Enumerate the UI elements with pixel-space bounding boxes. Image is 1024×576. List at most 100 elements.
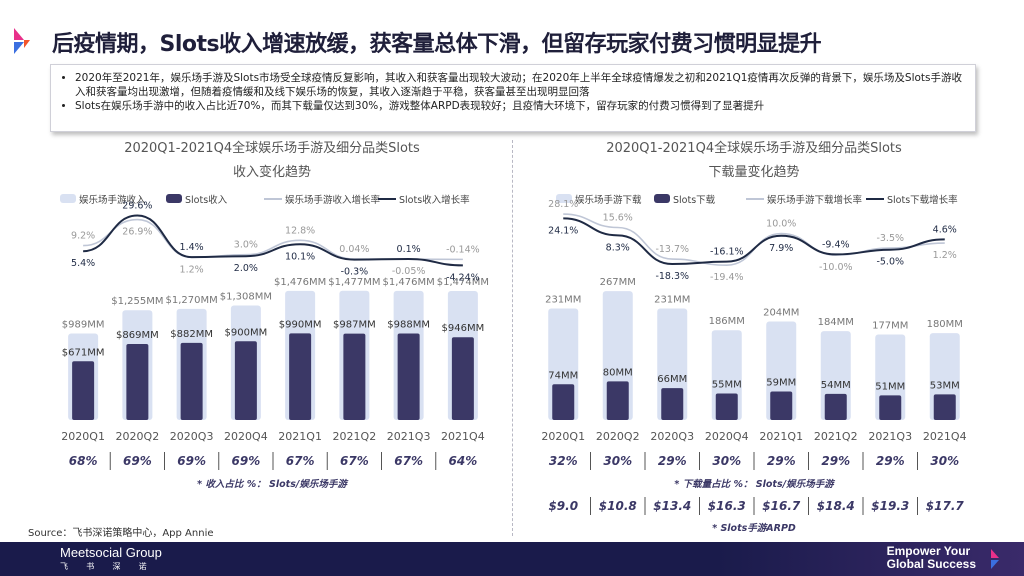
x-tick-label: 2021Q2 [333, 430, 377, 443]
bar-slots-label: 66MM [657, 374, 687, 385]
bar-total-label: $1,308MM [220, 292, 272, 303]
footer-brand-name: Meetsocial Group [60, 545, 162, 560]
line-slots-label: 1.4% [180, 242, 204, 253]
line-slots-growth [83, 214, 463, 267]
summary-box: 2020年至2021年，娱乐场手游及Slots市场受全球疫情反复影响，其收入和获… [50, 64, 976, 132]
legend-label: 娱乐场手游收入增长率 [285, 194, 381, 206]
line-total-label: -19.4% [710, 272, 744, 283]
legend-label: Slots下载 [673, 194, 716, 206]
arpd-value: $13.4 [653, 499, 691, 513]
legend-swatch [654, 194, 670, 203]
legend-label: Slots收入增长率 [399, 194, 470, 206]
line-slots-label: -5.0% [876, 257, 904, 268]
share-value: 67% [286, 454, 315, 468]
legend-label: 娱乐场手游下载增长率 [767, 194, 863, 206]
line-total-label: -3.5% [876, 233, 904, 244]
bar-slots-label: $671MM [62, 347, 105, 358]
line-slots-growth [563, 217, 945, 266]
line-slots-label: 0.1% [397, 244, 421, 255]
bar-slots [180, 342, 203, 420]
bar-total-label: 204MM [763, 308, 799, 319]
line-total-label: 15.6% [603, 213, 633, 224]
x-tick-label: 2021Q3 [387, 430, 431, 443]
bar-total-label: 186MM [709, 316, 745, 327]
line-slots-label: 7.9% [769, 243, 793, 254]
x-tick-label: 2020Q2 [116, 430, 160, 443]
footer-brand: Meetsocial Group 飞 书 深 诺 [60, 545, 162, 572]
line-total-label: 12.8% [285, 225, 315, 236]
arpd-value: $17.7 [926, 499, 965, 513]
arpd-value: $18.4 [817, 499, 855, 513]
line-total-label: 9.2% [71, 231, 95, 242]
line-total-label: -0.14% [446, 244, 480, 255]
bar-total-label: $1,255MM [111, 296, 163, 307]
bar-slots-label: $946MM [442, 323, 485, 334]
summary-bullet: Slots在娱乐场手游中的收入占比近70%，而其下载量仅达到30%，游戏整体AR… [75, 99, 965, 113]
bar-slots-label: $988MM [387, 320, 430, 331]
share-value: 30% [603, 454, 632, 468]
line-slots-label: 8.3% [606, 242, 630, 253]
line-slots-label: -16.1% [710, 247, 744, 258]
page-title: 后疫情期，Slots收入增速放缓，获客量总体下滑，但留存玩家付费习惯明显提升 [52, 32, 822, 57]
x-tick-label: 2020Q2 [596, 430, 640, 443]
chart-title: 2020Q1-2021Q4全球娱乐场手游及细分品类Slots [606, 140, 902, 156]
bar-slots [126, 343, 149, 420]
bar-slots-label: $900MM [225, 327, 268, 338]
arpd-note: * Slots手游ARPD [712, 522, 796, 534]
line-total-label: -0.05% [392, 266, 426, 277]
bar-total-label: $1,270MM [166, 295, 218, 306]
bar-slots-label: 55MM [712, 379, 742, 390]
bar-slots-label: $869MM [116, 330, 159, 341]
footer-slogan-line2: Global Success [886, 557, 976, 571]
line-total-label: -10.0% [819, 262, 853, 273]
legend-label: Slots收入 [185, 194, 228, 206]
line-total-label: 0.04% [339, 244, 369, 255]
x-tick-label: 2021Q4 [923, 430, 967, 443]
bar-slots [397, 333, 420, 420]
x-tick-label: 2020Q4 [224, 430, 268, 443]
share-value: 29% [658, 454, 687, 468]
share-value: 29% [821, 454, 850, 468]
bar-slots-label: 74MM [548, 370, 578, 381]
source-note: Source：飞书深诺策略中心，App Annie [28, 528, 214, 539]
bar-slots-label: 54MM [821, 380, 851, 391]
x-tick-label: 2020Q1 [541, 430, 585, 443]
bar-slots [289, 333, 312, 420]
line-slots-label: 10.1% [285, 251, 315, 262]
brand-logo-icon [14, 28, 30, 54]
bar-slots [879, 395, 902, 420]
share-value: 69% [177, 454, 206, 468]
bar-slots-label: 53MM [930, 380, 960, 391]
bar-slots-label: $987MM [333, 320, 376, 331]
x-tick-label: 2021Q1 [759, 430, 803, 443]
x-tick-label: 2021Q3 [868, 430, 912, 443]
bar-total-label: 180MM [927, 319, 963, 330]
share-value: 69% [232, 454, 261, 468]
bar-slots [72, 361, 95, 420]
bar-slots [343, 333, 366, 420]
bar-total-label: 184MM [818, 317, 854, 328]
line-total-growth [563, 213, 945, 267]
share-note: * 收入占比 %： Slots/娱乐场手游 [197, 478, 349, 490]
line-slots-label: 4.6% [933, 224, 957, 235]
share-value: 32% [549, 454, 578, 468]
line-total-label: 26.9% [122, 227, 152, 238]
bar-slots [451, 337, 474, 420]
panel-divider [512, 140, 513, 536]
x-tick-label: 2020Q3 [650, 430, 694, 443]
bar-slots [770, 391, 793, 420]
bar-total-label: 231MM [654, 294, 690, 305]
slogan-logo-icon [991, 549, 999, 569]
legend-swatch [60, 194, 76, 203]
x-tick-label: 2021Q1 [278, 430, 322, 443]
bar-slots [606, 381, 629, 420]
x-tick-label: 2021Q4 [441, 430, 485, 443]
line-slots-label: 24.1% [548, 225, 578, 236]
bar-total-label: $1,476MM [383, 277, 435, 288]
footer-slogan: Empower Your Global Success [887, 545, 976, 571]
bar-slots [824, 393, 847, 420]
share-value: 30% [930, 454, 959, 468]
share-value: 67% [394, 454, 423, 468]
line-total-label: 28.1% [548, 199, 578, 210]
